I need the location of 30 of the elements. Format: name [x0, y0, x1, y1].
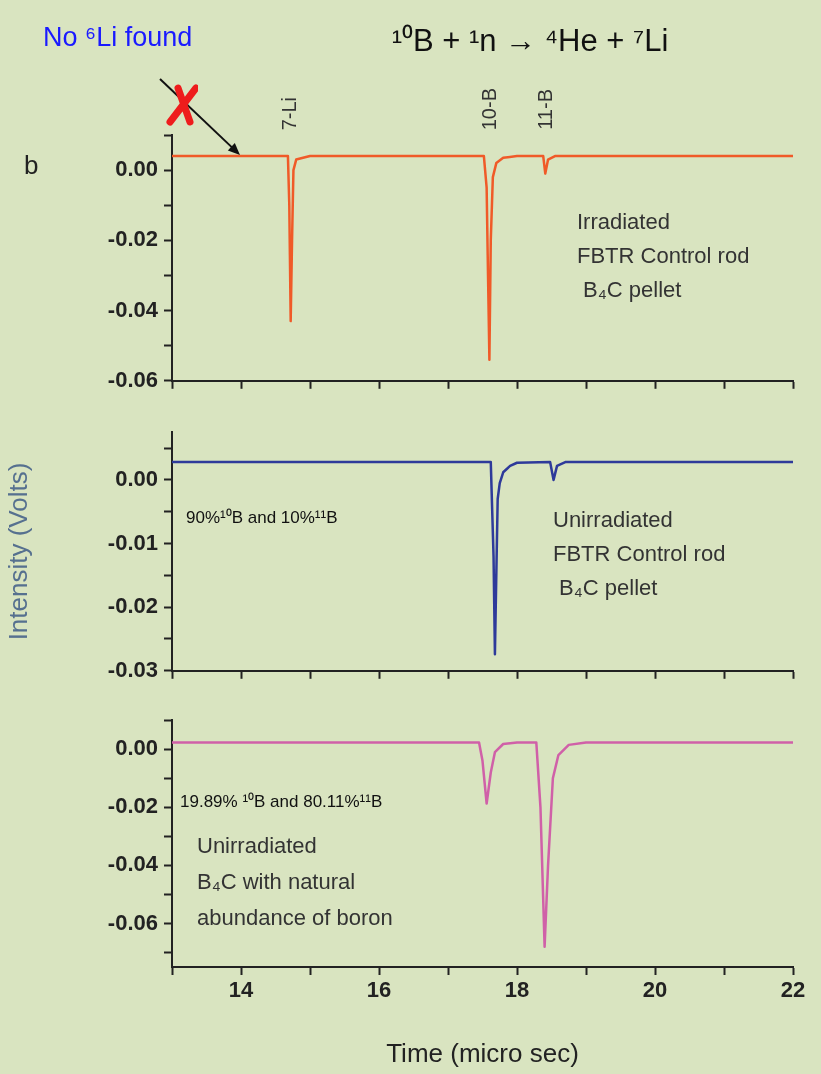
- annotation: Unirradiated B₄C with natural abundance of boron: [197, 832, 393, 932]
- y-tick-label: -0.02: [107, 593, 158, 619]
- y-tick-label: -0.03: [107, 656, 158, 682]
- x-tick-label: 14: [228, 977, 254, 1003]
- y-tick-label: -0.04: [107, 851, 159, 877]
- y-tick-label: 0.00: [115, 156, 158, 182]
- y-tick-label: 0.00: [115, 735, 158, 761]
- y-tick-label: -0.06: [107, 909, 158, 935]
- text: 10-B: [478, 87, 501, 130]
- y-tick-label: 0.00: [115, 465, 158, 491]
- annotation: 90%¹⁰B and 10%¹¹B: [186, 508, 338, 528]
- text: b: [24, 150, 39, 180]
- text: 11-B: [534, 89, 557, 130]
- text: No ⁶Li found: [43, 22, 193, 53]
- text: 7-Li: [278, 96, 301, 130]
- y-tick-label: -0.02: [107, 226, 158, 252]
- y-tick-label: -0.06: [107, 366, 158, 392]
- y-axis-title: Intensity (Volts): [2, 462, 33, 641]
- annotation: Unirradiated FBTR Control rod B₄C pellet: [553, 506, 726, 602]
- chart-title: ¹⁰B + ¹n → ⁴He + ⁷Li: [390, 22, 670, 60]
- x-tick-label: 22: [780, 977, 806, 1003]
- x-tick-label: 20: [642, 977, 668, 1003]
- x-tick-label: 16: [366, 977, 392, 1003]
- x-tick-label: 18: [504, 977, 530, 1003]
- y-tick-label: -0.01: [107, 529, 158, 555]
- annotation: Irradiated FBTR Control rod B₄C pellet: [577, 208, 750, 304]
- x-axis-title: Time (micro sec): [386, 1037, 579, 1068]
- y-tick-label: -0.02: [107, 793, 158, 819]
- annotation: 19.89% ¹⁰B and 80.11%¹¹B: [180, 792, 383, 812]
- y-tick-label: -0.04: [107, 296, 159, 322]
